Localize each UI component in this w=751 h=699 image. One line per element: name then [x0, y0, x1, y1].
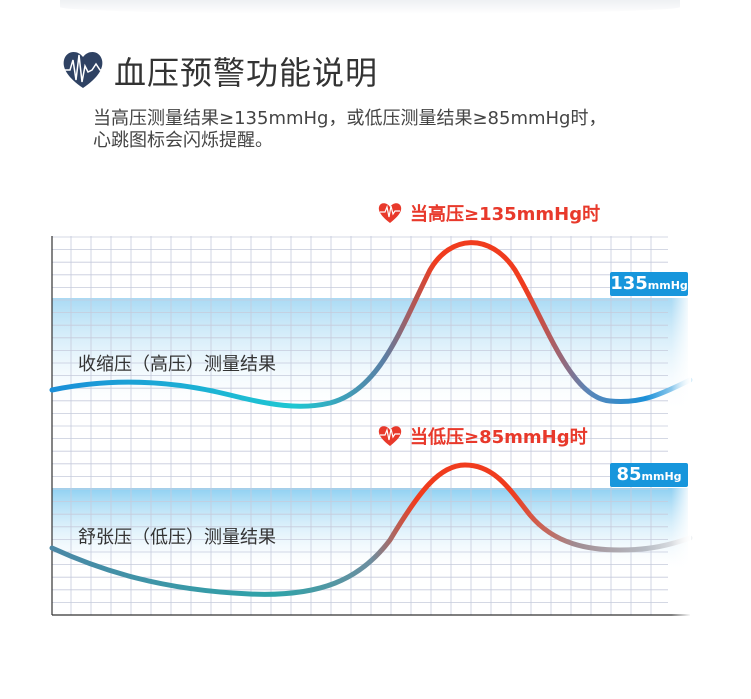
diastolic-threshold-value: 85 — [616, 464, 642, 485]
diastolic-label: 舒张压（低压）测量结果 — [78, 527, 276, 548]
systolic-label: 收缩压（高压）测量结果 — [78, 354, 276, 375]
diastolic-threshold-badge: 85 mmHg — [610, 463, 688, 487]
heart-pulse-icon — [378, 426, 402, 446]
systolic-alert: 当高压≥135mmHg时 — [378, 200, 600, 226]
systolic-threshold-value: 135 — [610, 273, 648, 294]
systolic-alert-text: 当高压≥135mmHg时 — [410, 204, 601, 225]
page-title: 血压预警功能说明 — [114, 54, 379, 92]
top-shadow — [60, 0, 680, 14]
diastolic-alert: 当低压≥85mmHg时 — [378, 423, 588, 449]
diastolic-threshold-unit: mmHg — [641, 470, 682, 483]
description-line-1: 当高压测量结果≥135mmHg，或低压测量结果≥85mmHg时， — [93, 108, 607, 129]
systolic-threshold-unit: mmHg — [647, 279, 688, 292]
heart-pulse-icon — [378, 203, 402, 223]
diastolic-alert-text: 当低压≥85mmHg时 — [410, 427, 588, 448]
systolic-threshold-badge: 135 mmHg — [610, 272, 688, 296]
description-line-2: 心跳图标会闪烁提醒。 — [93, 130, 273, 151]
